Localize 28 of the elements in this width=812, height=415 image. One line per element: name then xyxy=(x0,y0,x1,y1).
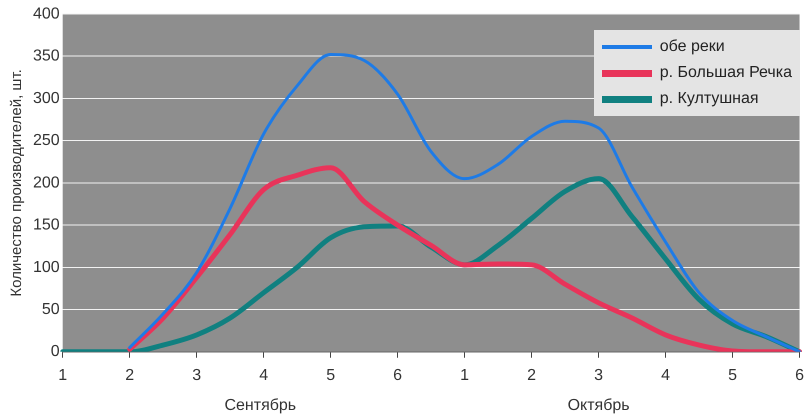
y-tick-label: 200 xyxy=(32,174,60,192)
y-tick-label: 0 xyxy=(50,343,60,360)
text: Сентябрь xyxy=(224,397,296,414)
legend-label: р. Большая Речка xyxy=(660,64,792,82)
x-tick-label: 3 xyxy=(594,366,604,384)
y-tick-label: 250 xyxy=(32,132,60,150)
y-tick-label: 400 xyxy=(32,5,60,22)
y-tick-label: 100 xyxy=(32,258,60,276)
x-tick-label: 4 xyxy=(661,366,670,384)
legend-label: обе реки xyxy=(660,38,725,56)
x-tick-label: 5 xyxy=(728,366,738,384)
y-tick-label: 50 xyxy=(42,300,60,318)
x-tick-label: 1 xyxy=(460,366,470,384)
x-tick-label: 2 xyxy=(527,366,536,384)
x-tick-label: 4 xyxy=(259,366,268,384)
y-tick-label: 150 xyxy=(32,216,60,234)
line-series xyxy=(128,53,802,352)
text: Октябрь xyxy=(568,397,630,414)
y-axis-title: Количество производителей, шт. xyxy=(8,69,26,297)
legend-label: р. Култушная xyxy=(660,90,759,108)
x-tick-label: 6 xyxy=(393,366,402,384)
y-tick-label: 300 xyxy=(32,90,60,107)
x-tick-label: 1 xyxy=(58,366,68,384)
y-tick-label: 350 xyxy=(32,48,60,65)
x-tick-label: 2 xyxy=(125,366,134,384)
x-tick-label: 3 xyxy=(192,366,202,384)
x-tick-label: 6 xyxy=(795,366,804,384)
x-tick-label: 5 xyxy=(326,366,336,384)
